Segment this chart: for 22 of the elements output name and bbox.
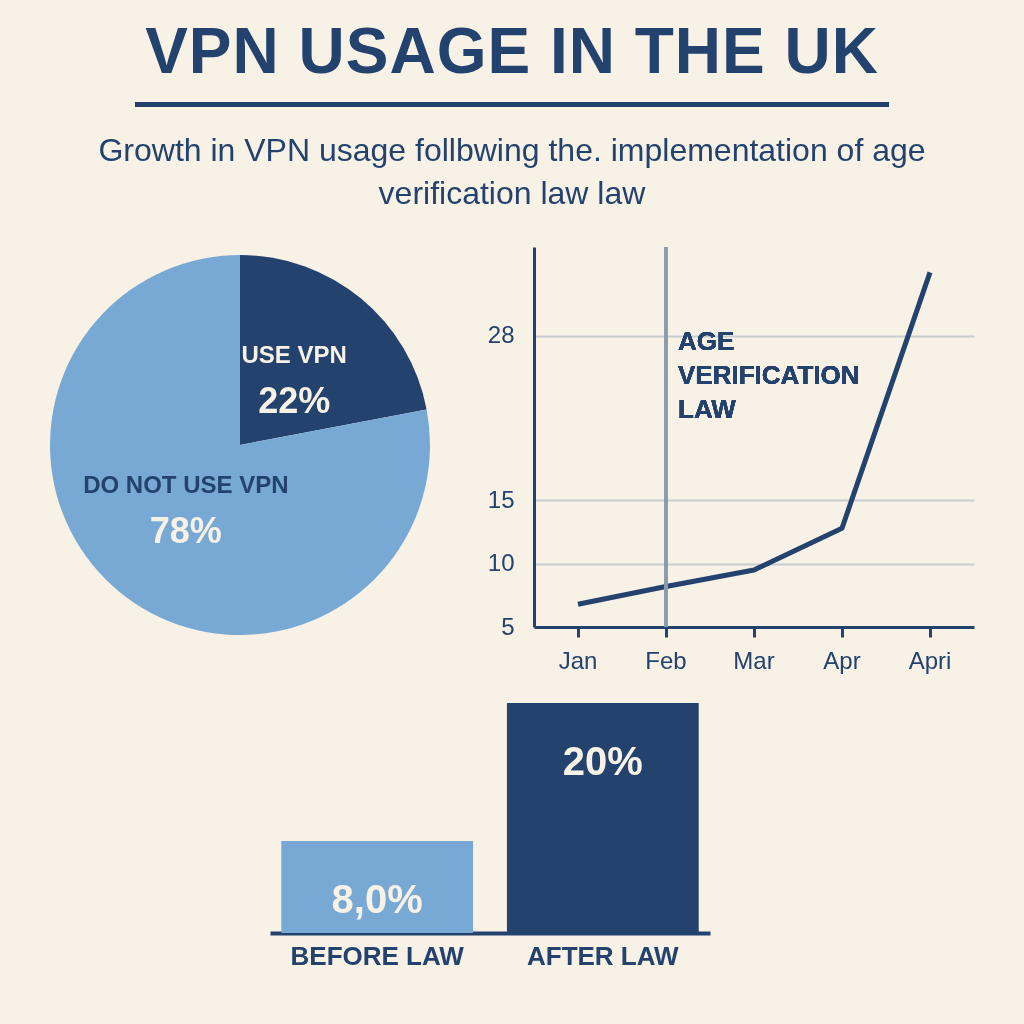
y-tick-label: 10 xyxy=(487,549,515,577)
y-tick-label: 15 xyxy=(487,486,515,514)
x-tick-label: Mar xyxy=(733,646,775,674)
data-label: 20% xyxy=(562,739,643,784)
x-tick-label: Apri xyxy=(908,646,952,674)
data-label: 22% xyxy=(258,379,331,421)
x-tick-label: BEFORE LAW xyxy=(290,940,465,971)
slice-label: USE VPN xyxy=(241,340,347,368)
text: Growth in VPN usage follbwing the. implementation of age verification law law xyxy=(97,131,927,214)
x-tick-label: Feb xyxy=(645,646,687,674)
x-tick-label: AFTER LAW xyxy=(526,940,680,971)
data-label: 8,0% xyxy=(331,877,423,922)
pie-slice xyxy=(240,255,427,446)
y-tick-label: 5 xyxy=(501,612,515,640)
slice-label: DO NOT USE VPN xyxy=(83,471,289,499)
chart-title: VPN USAGE IN THE UK xyxy=(135,14,889,107)
pie-slice xyxy=(50,255,430,636)
ref-line-label: AGE VERIFICATION LAW xyxy=(678,326,860,425)
y-tick-label: 28 xyxy=(487,321,515,349)
x-tick-label: Jan xyxy=(558,646,598,674)
data-label: 78% xyxy=(149,510,222,552)
x-tick-label: Apr xyxy=(823,646,861,674)
